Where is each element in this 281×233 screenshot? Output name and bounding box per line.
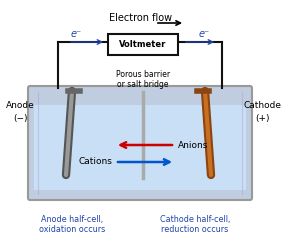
Text: (+): (+) xyxy=(255,113,269,123)
Text: e⁻: e⁻ xyxy=(198,29,210,39)
Text: Porous barrier
or salt bridge: Porous barrier or salt bridge xyxy=(116,70,170,89)
Text: Voltmeter: Voltmeter xyxy=(119,40,167,49)
Text: Anode: Anode xyxy=(6,102,34,110)
Text: Anode half-cell,
oxidation occurs: Anode half-cell, oxidation occurs xyxy=(39,215,105,233)
Bar xyxy=(108,34,178,55)
Text: e⁻: e⁻ xyxy=(71,29,81,39)
Text: Electron flow: Electron flow xyxy=(109,13,173,23)
Text: Cathode: Cathode xyxy=(243,102,281,110)
Text: Cathode half-cell,
reduction occurs: Cathode half-cell, reduction occurs xyxy=(160,215,230,233)
Bar xyxy=(34,105,246,190)
FancyBboxPatch shape xyxy=(28,86,252,200)
Text: Anions: Anions xyxy=(178,140,209,150)
Text: (−): (−) xyxy=(13,113,27,123)
Text: Cations: Cations xyxy=(78,158,112,167)
